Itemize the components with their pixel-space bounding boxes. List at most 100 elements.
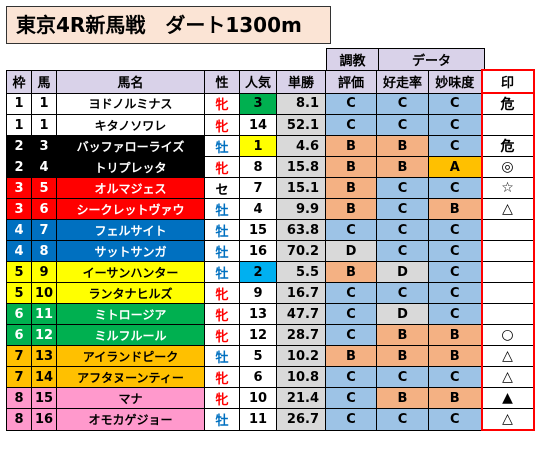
uma-cell: 15 (31, 387, 57, 409)
mark-cell: ○ (480, 324, 535, 346)
table-row: 3 5 オルマジェスセ 7 15.1 B C C ☆ (6, 177, 535, 199)
horse-name-cell: フェルサイト (56, 219, 205, 241)
sex-header: 性 (204, 69, 240, 94)
waku-cell: 8 (6, 387, 32, 409)
mark-header: 印 (480, 69, 535, 94)
ninki-header: 人気 (239, 69, 277, 94)
table-row: 4 8 サットサンガ牡 16 70.2 D C C (6, 240, 535, 262)
kouso-grade-cell: C (376, 177, 429, 199)
uma-cell: 12 (31, 324, 57, 346)
kouso-grade-cell: B (376, 387, 429, 409)
horse-name-cell: キタノソワレ (56, 114, 205, 136)
horse-name-cell: マナ (56, 387, 205, 409)
table-row: 1 1 ヨドノルミナス牝 3 8.1 C C C 危 (6, 92, 535, 115)
sex-cell: 牝 (204, 366, 240, 388)
myomi-grade-cell: B (428, 345, 482, 367)
horse-name-cell: ヨドノルミナス (56, 92, 205, 115)
odds-cell: 70.2 (276, 240, 326, 262)
eval-grade-cell: B (325, 135, 377, 157)
odds-cell: 8.1 (276, 92, 326, 115)
sex-cell: 牡 (204, 135, 240, 157)
ninki-cell: 7 (239, 177, 277, 199)
ninki-cell: 13 (239, 303, 277, 325)
page-title: 東京4R新馬戦 ダート1300m (6, 6, 331, 44)
table-row: 3 6 シークレットヴァウ牡 4 9.9 B C B △ (6, 198, 535, 220)
horse-name-cell: アフタヌーンティー (56, 366, 205, 388)
odds-cell: 63.8 (276, 219, 326, 241)
waku-cell: 1 (6, 92, 32, 115)
myomi-grade-cell: B (428, 387, 482, 409)
uma-cell: 10 (31, 282, 57, 304)
sex-cell: 牝 (204, 114, 240, 136)
table-row: 7 13 アイランドピーク牡 5 10.2 B B B △ (6, 345, 535, 367)
ninki-cell: 3 (239, 92, 277, 115)
myomi-grade-cell: C (428, 114, 482, 136)
waku-cell: 5 (6, 261, 32, 283)
table-row: 2 4 トリプレッタ牝 8 15.8 B B A ◎ (6, 156, 535, 178)
uma-cell: 7 (31, 219, 57, 241)
odds-cell: 15.8 (276, 156, 326, 178)
waku-cell: 7 (6, 345, 32, 367)
uma-header: 馬 (31, 69, 57, 94)
eval-grade-cell: C (325, 114, 377, 136)
uma-cell: 1 (31, 114, 57, 136)
odds-cell: 5.5 (276, 261, 326, 283)
uma-cell: 3 (31, 135, 57, 157)
ninki-cell: 1 (239, 135, 277, 157)
horse-name-cell: トリプレッタ (56, 156, 205, 178)
horse-name-cell: バッファローライズ (56, 135, 205, 157)
eval-grade-cell: B (325, 156, 377, 178)
kouso-grade-cell: C (376, 366, 429, 388)
eval-grade-cell: C (325, 324, 377, 346)
ninki-cell: 16 (239, 240, 277, 262)
uma-cell: 1 (31, 92, 57, 115)
horse-name-cell: ミトロージア (56, 303, 205, 325)
kouso-grade-cell: B (376, 324, 429, 346)
waku-cell: 8 (6, 408, 32, 431)
data-header: データ (378, 48, 485, 71)
waku-header: 枠 (6, 69, 32, 94)
horse-name-cell: アイランドピーク (56, 345, 205, 367)
kouso-grade-cell: C (376, 282, 429, 304)
myomi-grade-cell: B (428, 324, 482, 346)
mark-cell (480, 240, 535, 262)
ninki-cell: 10 (239, 387, 277, 409)
kouso-grade-cell: B (376, 345, 429, 367)
myomi-grade-cell: C (428, 366, 482, 388)
ninki-cell: 15 (239, 219, 277, 241)
mark-cell: △ (480, 345, 535, 367)
ninki-cell: 5 (239, 345, 277, 367)
myomi-grade-cell: C (428, 177, 482, 199)
ninki-cell: 9 (239, 282, 277, 304)
waku-cell: 6 (6, 324, 32, 346)
table-row: 6 11 ミトロージア牝 13 47.7 C D C (6, 303, 535, 325)
mark-cell: 危 (480, 135, 535, 157)
ninki-cell: 8 (239, 156, 277, 178)
kouso-grade-cell: C (376, 219, 429, 241)
waku-cell: 3 (6, 177, 32, 199)
uma-cell: 16 (31, 408, 57, 431)
mark-cell: ☆ (480, 177, 535, 199)
myomi-grade-cell: B (428, 198, 482, 220)
ninki-cell: 6 (239, 366, 277, 388)
horse-name-cell: サットサンガ (56, 240, 205, 262)
table-row: 6 12 ミルフルール牝 12 28.7 C B B ○ (6, 324, 535, 346)
myomi-grade-cell: A (428, 156, 482, 178)
sex-cell: 牝 (204, 156, 240, 178)
mark-cell (480, 114, 535, 136)
kouso-grade-cell: B (376, 156, 429, 178)
waku-cell: 4 (6, 219, 32, 241)
mark-cell (480, 219, 535, 241)
header-group-row: 調教 データ (326, 48, 485, 71)
table-row: 7 14 アフタヌーンティー牝 6 10.8 C C C △ (6, 366, 535, 388)
table-row: 5 10 ランタナヒルズ牝 9 16.7 C C C (6, 282, 535, 304)
eval-grade-cell: B (325, 177, 377, 199)
horse-name-cell: シークレットヴァウ (56, 198, 205, 220)
table-row: 8 16 オモカゲジョー牡 11 26.7 C C C △ (6, 408, 535, 431)
eval-header: 評価 (325, 69, 377, 94)
eval-grade-cell: B (325, 345, 377, 367)
entries-table: 枠馬馬名性人気 単勝 評価 好走率 妙味度印 1 1 ヨドノルミナス牝 3 8.1 C C C 危 1 1 キ… (6, 69, 535, 431)
eval-grade-cell: C (325, 303, 377, 325)
eval-grade-cell: B (325, 198, 377, 220)
eval-grade-cell: C (325, 408, 377, 431)
